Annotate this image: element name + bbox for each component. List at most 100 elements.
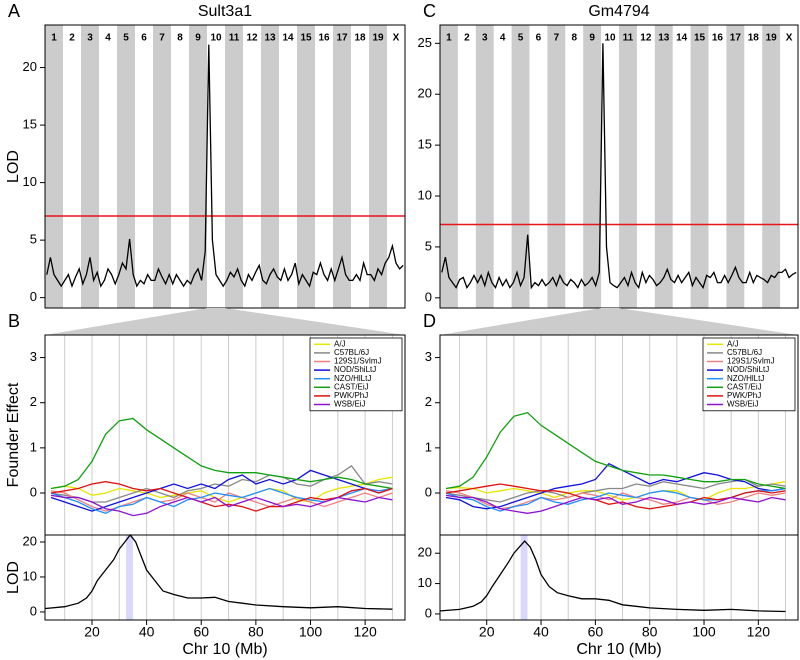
chromosome-label: 19	[372, 33, 384, 44]
x-tick-label: 80	[248, 624, 264, 640]
panel-title: Gm4794	[588, 3, 649, 20]
y-axis-label: LOD	[5, 561, 22, 594]
legend-box	[309, 337, 403, 412]
chromosome-label: 15	[300, 33, 312, 44]
x-tick-label: 120	[747, 624, 771, 640]
chromosome-band	[583, 25, 602, 308]
zoom-connector	[45, 308, 405, 335]
chromosome-label: 13	[264, 33, 276, 44]
chromosome-label: 3	[87, 33, 93, 44]
y-tick-label: 25	[418, 35, 432, 50]
chromosome-label: 18	[354, 33, 366, 44]
x-axis-label: Chr 10 (Mb)	[182, 641, 267, 658]
chromosome-label: 12	[246, 33, 258, 44]
chromosome-label: 5	[123, 33, 129, 44]
chromosome-label: 10	[604, 33, 616, 44]
y-tick-label: 10	[23, 568, 37, 583]
legend-label: NOD/ShiLtJ	[727, 365, 769, 374]
chromosome-band	[726, 25, 745, 308]
founder-line	[50, 417, 393, 490]
y-tick-label: 0	[425, 605, 432, 620]
y-tick-label: 20	[418, 545, 432, 560]
legend-label: WSB/EiJ	[727, 400, 759, 409]
y-tick-label: 15	[418, 137, 432, 152]
y-tick-label: 15	[23, 117, 37, 132]
chromosome-band	[690, 25, 709, 308]
chromosome-band	[511, 25, 530, 308]
chromosome-label: 6	[141, 33, 147, 44]
chromosome-band	[654, 25, 673, 308]
chromosome-band	[153, 25, 171, 308]
y-axis-label: LOD	[5, 150, 22, 183]
legend-label: CAST/EiJ	[334, 382, 369, 391]
chromosome-label: 5	[518, 33, 524, 44]
y-tick-label: 0	[30, 603, 37, 618]
y-tick-label: 0	[425, 484, 432, 499]
chromosome-label: 1	[51, 33, 57, 44]
founder-line	[445, 462, 786, 510]
chromosome-label: X	[393, 33, 400, 44]
founder-line	[445, 481, 786, 501]
legend-label: C57BL/6J	[727, 348, 762, 357]
chromosome-label: 4	[500, 33, 506, 44]
founder-line	[50, 490, 393, 512]
chromosome-label: 6	[536, 33, 542, 44]
chromosome-label: 4	[105, 33, 111, 44]
chromosome-label: 19	[766, 33, 778, 44]
legend-label: PWK/PhJ	[727, 391, 761, 400]
chromosome-band	[475, 25, 494, 308]
plot-frame	[439, 534, 799, 621]
lod-line	[440, 540, 786, 613]
chromosome-band	[619, 25, 637, 308]
chromosome-label: 7	[159, 33, 165, 44]
chromosome-label: 15	[694, 33, 706, 44]
legend-label: CAST/EiJ	[727, 382, 762, 391]
chromosome-label: 8	[571, 33, 577, 44]
chromosome-band	[762, 25, 781, 308]
chromosome-band	[369, 25, 387, 308]
chromosome-label: 16	[318, 33, 330, 44]
founder-line	[445, 490, 786, 510]
chromosome-band	[261, 25, 279, 308]
panel-letter: C	[423, 1, 436, 21]
chromosome-label: 14	[282, 33, 294, 44]
chromosome-label: 17	[730, 33, 742, 44]
zoom-connector	[440, 308, 798, 335]
founder-line	[445, 411, 786, 490]
chromosome-label: 18	[748, 33, 760, 44]
chromosome-label: 8	[177, 33, 183, 44]
interval-highlight	[520, 535, 528, 620]
panel-founder: D A/JC57BL/6J129S1/SvImJNOD/ShiLtJNZO/HlL…	[423, 308, 799, 536]
x-tick-label: 60	[193, 624, 209, 640]
founder-line	[50, 469, 393, 512]
y-tick-label: 5	[425, 238, 432, 253]
x-tick-label: 60	[588, 624, 604, 640]
legend-label: PWK/PhJ	[334, 391, 368, 400]
chromosome-band	[189, 25, 207, 308]
panel-founder: B Founder Effect A/JC57BL/6J129S1/SvImJNOD…	[5, 308, 406, 536]
legend-label: WSB/EiJ	[334, 400, 366, 409]
founder-line	[445, 494, 786, 514]
y-tick-label: 20	[23, 59, 37, 74]
plot-frame	[44, 534, 406, 621]
y-axis-label: Founder Effect	[5, 382, 22, 487]
x-tick-label: 100	[299, 624, 323, 640]
chromosome-band	[45, 25, 63, 308]
chromosome-label: 3	[482, 33, 488, 44]
panel-letter: B	[8, 311, 20, 331]
chromosome-label: 2	[69, 33, 75, 44]
y-tick-label: 10	[23, 174, 37, 189]
y-tick-label: 0	[425, 289, 432, 304]
legend-label: NOD/ShiLtJ	[334, 365, 376, 374]
chromosome-band	[225, 25, 243, 308]
panel-letter: D	[423, 311, 436, 331]
lod-line	[45, 533, 393, 610]
chromosome-label: 12	[640, 33, 652, 44]
legend-box	[702, 337, 796, 412]
legend-label: A/J	[334, 339, 346, 348]
chromosome-label: 10	[210, 33, 222, 44]
founder-line	[50, 465, 393, 503]
